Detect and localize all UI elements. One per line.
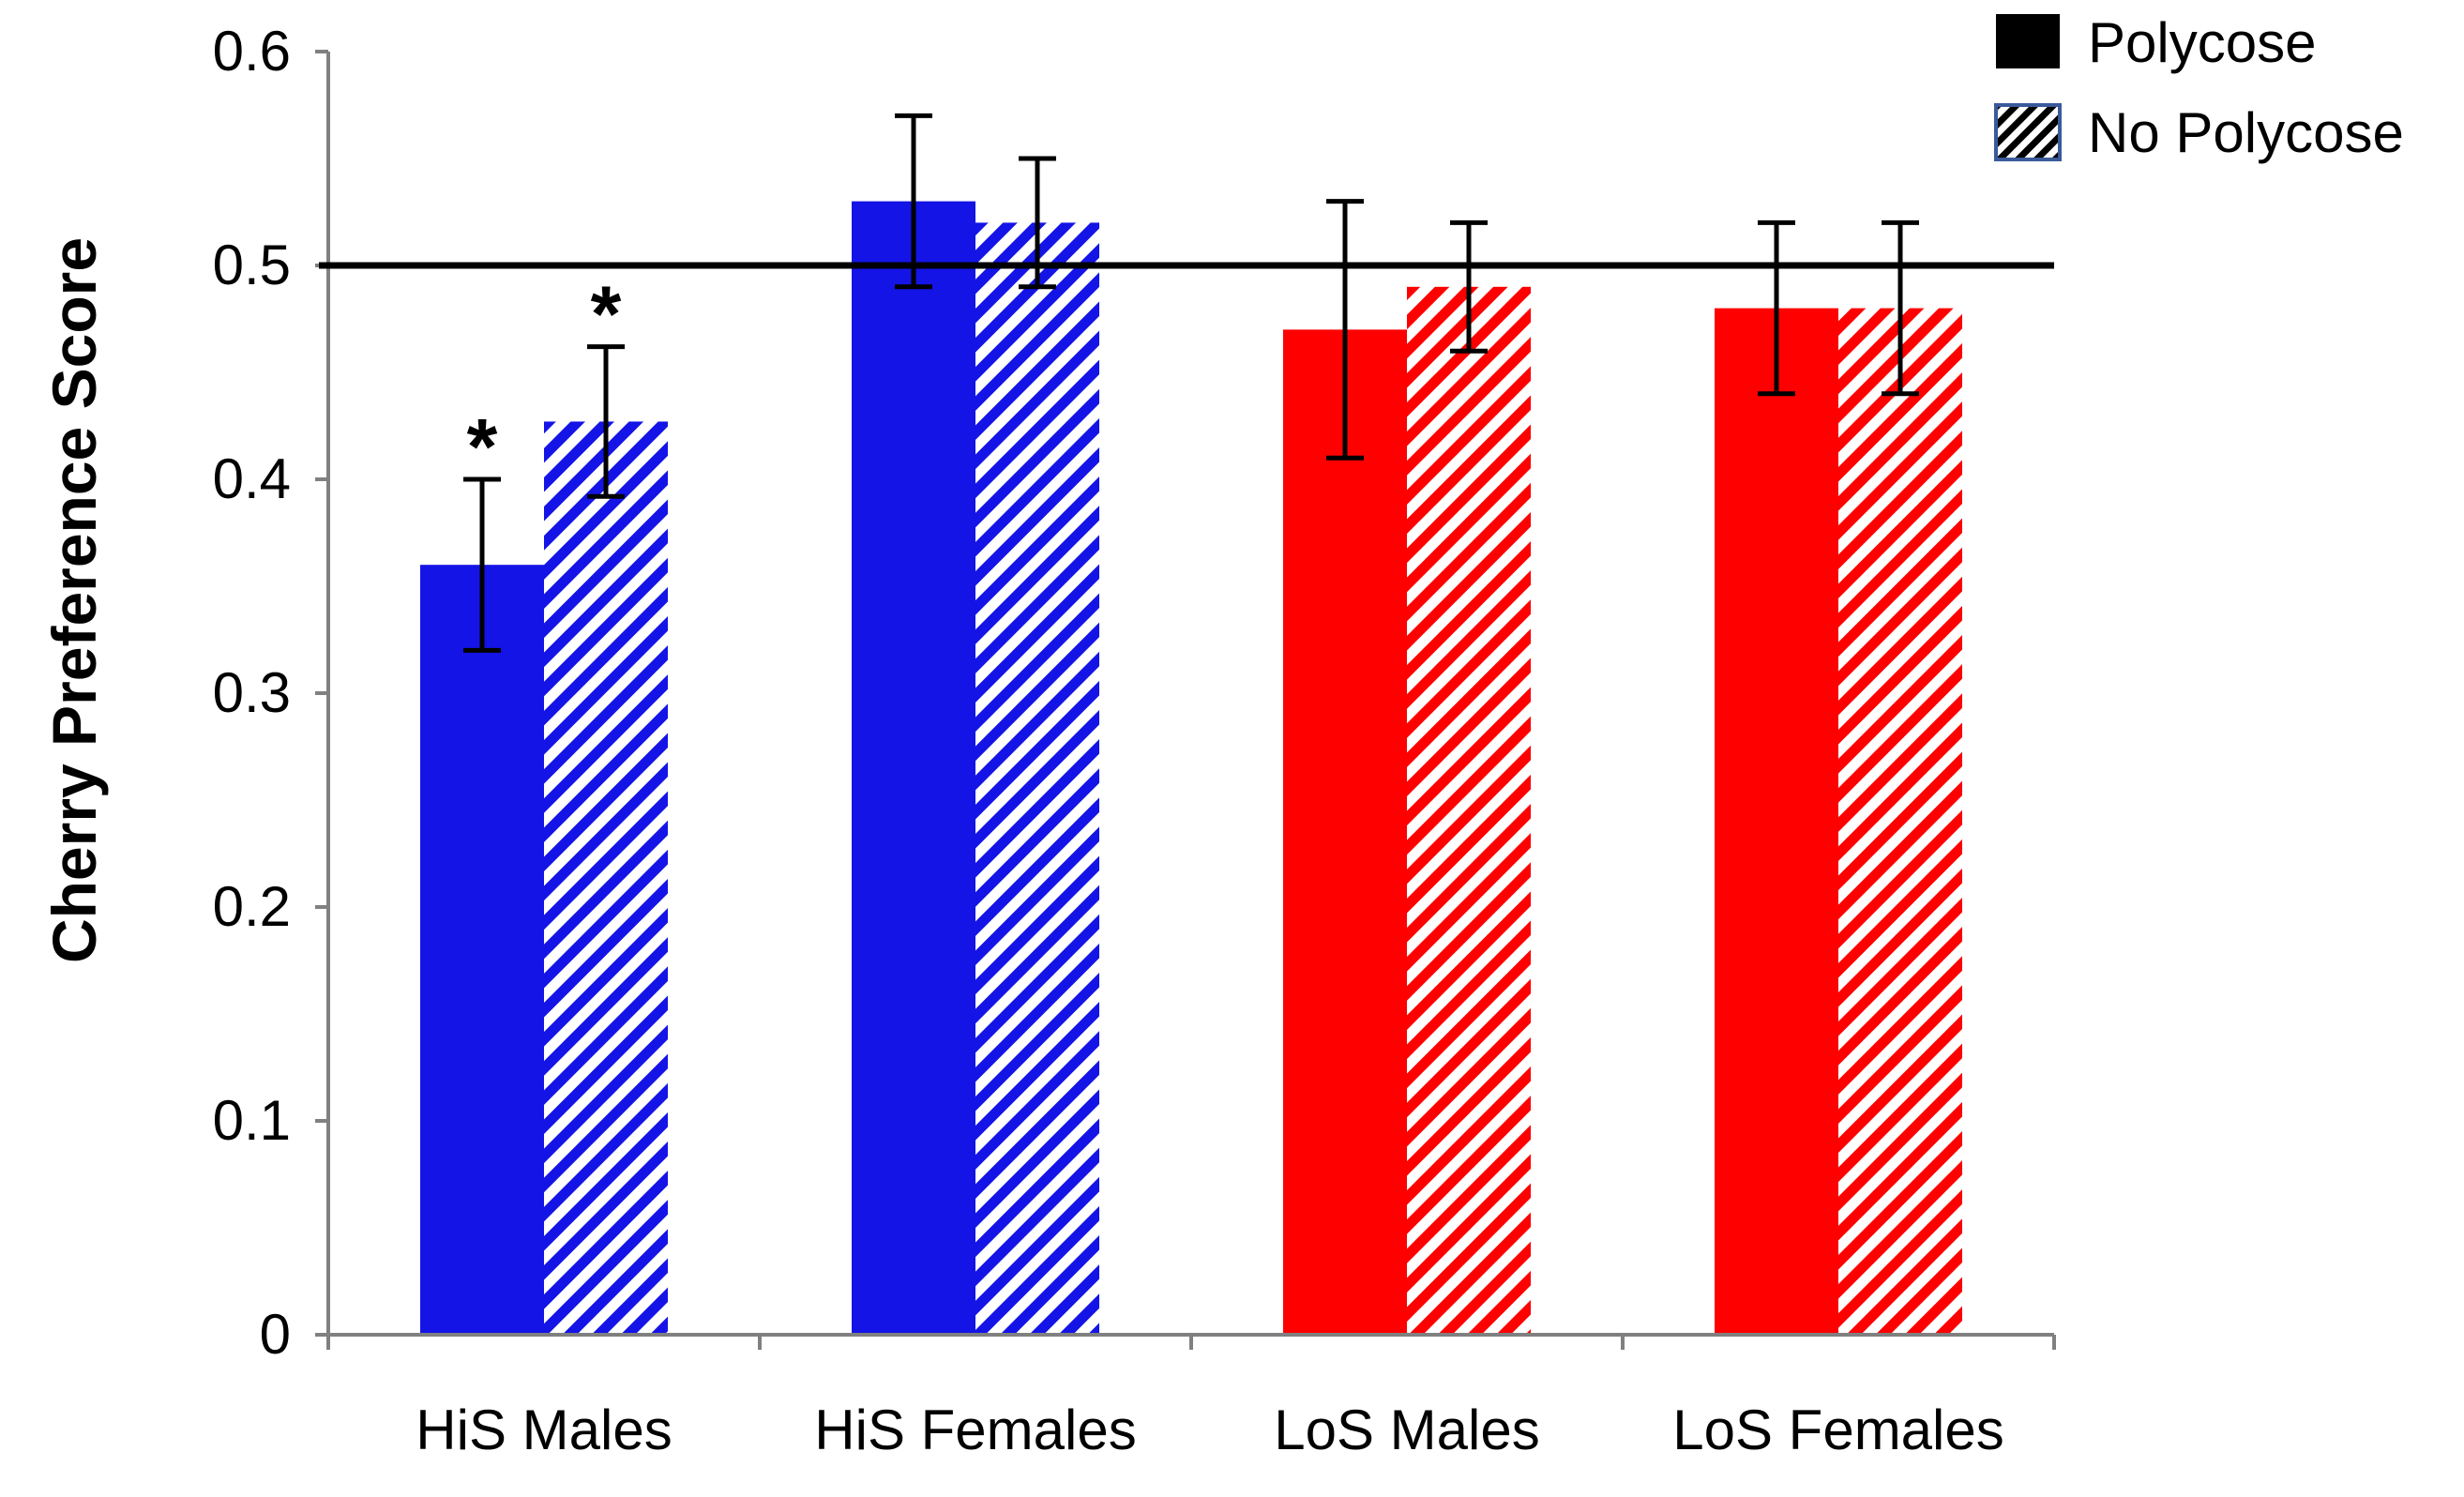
axes [319,52,2056,1350]
legend-label-polycose: Polycose [2088,11,2316,74]
x-tick-label-los-females: LoS Females [1672,1399,2004,1461]
legend: Polycose No Polycose [1994,11,2404,164]
significance-star: * [467,402,498,491]
bar-los-males-polycose [1283,329,1407,1335]
y-tick-label: 0.3 [213,661,291,724]
x-axis-labels: HiS Males HiS Females LoS Males LoS Females [416,1399,2003,1461]
y-tick-label: 0 [260,1303,291,1366]
y-tick-label: 0.4 [213,447,291,510]
y-axis-ticks: 0 0.1 0.2 0.3 0.4 0.5 0.6 [213,20,328,1366]
bar-los-females-no-polycose [1838,308,1962,1336]
bar-his-males-no-polycose [544,421,668,1335]
bar-his-females-polycose [852,201,975,1336]
x-tick-label-his-females: HiS Females [814,1399,1136,1461]
y-tick-label: 0.1 [213,1089,291,1152]
legend-swatch-polycose [1996,14,2060,68]
x-tick-label-his-males: HiS Males [416,1399,672,1461]
legend-swatch-no-polycose [1994,103,2062,161]
bar-los-females-polycose [1715,308,1838,1336]
x-tick-label-los-males: LoS Males [1274,1399,1539,1461]
significance-star: * [591,270,622,358]
bar-los-males-no-polycose [1407,286,1531,1335]
bars [420,201,1962,1336]
y-tick-label: 0.5 [213,234,291,296]
bar-his-males-polycose [420,565,544,1335]
legend-label-no-polycose: No Polycose [2088,101,2404,164]
error-bars [463,113,1919,653]
bar-his-females-no-polycose [975,222,1099,1335]
significance-markers: ** [467,270,622,491]
y-tick-label: 0.2 [213,875,291,938]
y-tick-label: 0.6 [213,20,291,83]
y-axis-label: Cherry Preference Score [39,237,109,963]
